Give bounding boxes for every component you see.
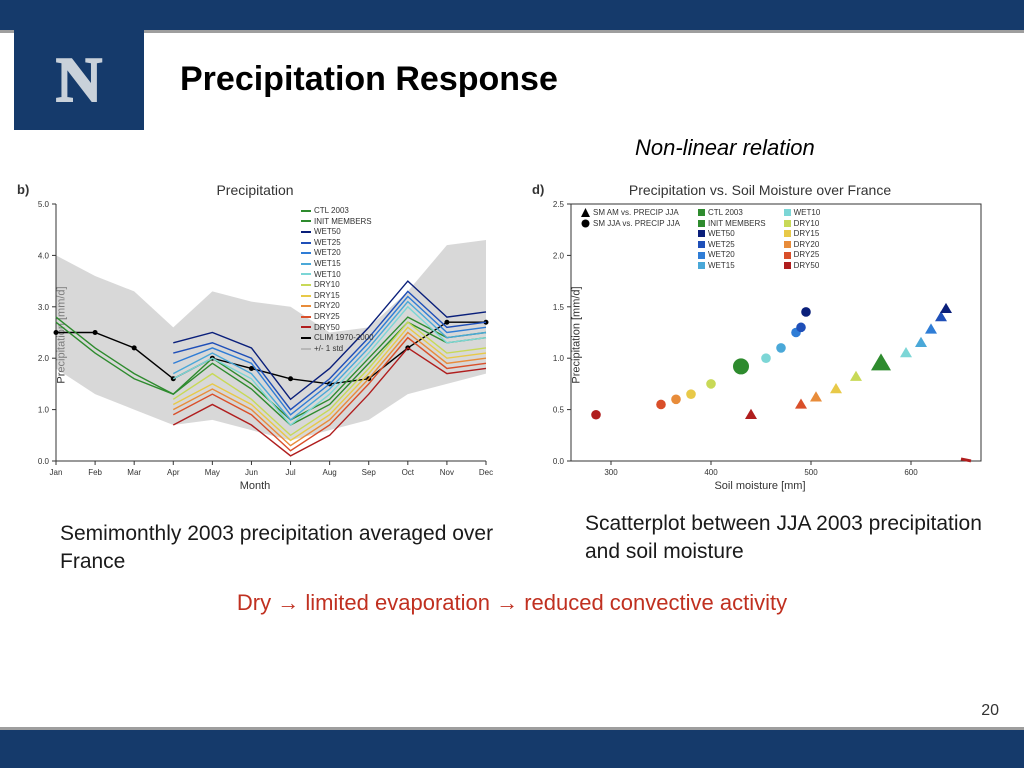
svg-text:0.5: 0.5 (553, 406, 565, 415)
page-title: Precipitation Response (180, 60, 558, 99)
svg-text:2.5: 2.5 (553, 200, 565, 209)
svg-text:May: May (205, 468, 220, 477)
svg-text:2.0: 2.0 (38, 354, 50, 363)
conclusion-text: Dry → limited evaporation → reduced conv… (0, 590, 1024, 616)
chart-d-legend: SM AM vs. PRECIP JJASM JJA vs. PRECIP JJ… (581, 208, 971, 272)
svg-text:1.5: 1.5 (553, 303, 565, 312)
svg-text:Oct: Oct (402, 468, 415, 477)
svg-text:500: 500 (804, 468, 818, 477)
chart-b-svg: 0.0 1.0 2.0 3.0 4.0 5.0 Jan Feb Mar Apr May Jun Jul A… (11, 176, 501, 496)
svg-text:0.0: 0.0 (38, 457, 50, 466)
svg-text:300: 300 (604, 468, 618, 477)
chart-precip-vs-soil-scatter: d) Precipitation vs. Soil Moisture over … (525, 175, 995, 495)
svg-text:Nov: Nov (440, 468, 454, 477)
svg-text:1.0: 1.0 (38, 406, 50, 415)
subtitle: Non-linear relation (635, 135, 815, 161)
caption-d: Scatterplot between JJA 2003 precipitati… (585, 510, 995, 567)
logo-box: N (14, 30, 144, 130)
gray-line-top (0, 30, 1024, 33)
chart-b-xlabel: Month (11, 480, 499, 492)
svg-text:1.0: 1.0 (553, 354, 565, 363)
svg-text:Jul: Jul (285, 468, 295, 477)
svg-text:600: 600 (904, 468, 918, 477)
page-number: 20 (981, 702, 999, 720)
svg-text:Jun: Jun (245, 468, 258, 477)
svg-text:Sep: Sep (362, 468, 377, 477)
chart-b-legend: CTL 2003INIT MEMBERSWET50WET25WET20WET15… (301, 206, 374, 354)
svg-text:Dec: Dec (479, 468, 493, 477)
svg-text:Aug: Aug (323, 468, 337, 477)
svg-text:Mar: Mar (127, 468, 141, 477)
svg-text:0.0: 0.0 (553, 457, 565, 466)
logo-n-icon: N (56, 43, 102, 117)
svg-text:400: 400 (704, 468, 718, 477)
chart-d-xlabel: Soil moisture [mm] (526, 480, 994, 492)
chart-precipitation-line: b) Precipitation Precipitation [mm/d] 0.… (10, 175, 500, 495)
top-bar (0, 0, 1024, 30)
svg-text:3.0: 3.0 (38, 303, 50, 312)
caption-b: Semimonthly 2003 precipitation averaged … (60, 520, 500, 577)
svg-text:2.0: 2.0 (553, 251, 565, 260)
svg-text:Apr: Apr (167, 468, 180, 477)
bottom-bar (0, 730, 1024, 768)
svg-text:4.0: 4.0 (38, 251, 50, 260)
charts-row: b) Precipitation Precipitation [mm/d] 0.… (10, 175, 1014, 495)
svg-text:Feb: Feb (88, 468, 102, 477)
svg-text:Jan: Jan (50, 468, 63, 477)
svg-text:5.0: 5.0 (38, 200, 50, 209)
